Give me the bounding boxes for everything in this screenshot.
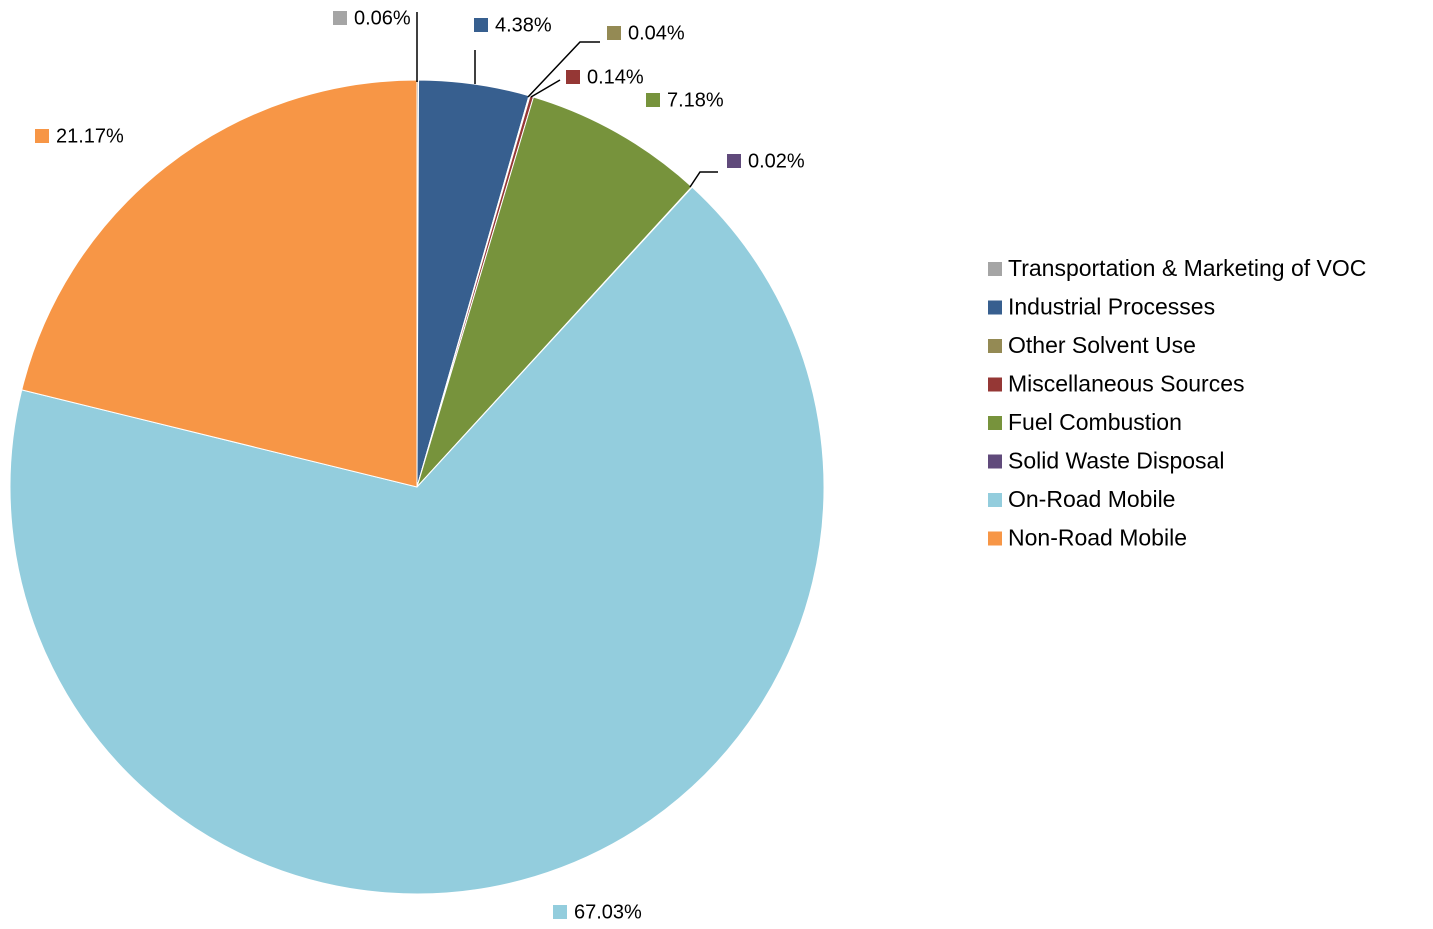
label-marker bbox=[646, 93, 660, 107]
data-label: 67.03% bbox=[574, 901, 642, 923]
label-marker bbox=[333, 11, 347, 25]
pie-slice bbox=[9, 186, 825, 895]
legend-label: Fuel Combustion bbox=[1008, 409, 1182, 435]
legend-label: On-Road Mobile bbox=[1008, 486, 1175, 512]
legend-marker bbox=[988, 416, 1002, 430]
legend-label: Non-Road Mobile bbox=[1008, 525, 1187, 551]
label-marker bbox=[727, 154, 741, 168]
legend-marker bbox=[988, 493, 1002, 507]
legend-marker bbox=[988, 531, 1002, 546]
legend-label: Miscellaneous Sources bbox=[1008, 371, 1245, 397]
pie-slice bbox=[416, 96, 693, 488]
data-label: 0.14% bbox=[587, 66, 644, 88]
data-label: 4.38% bbox=[495, 14, 552, 36]
data-label: 21.17% bbox=[56, 125, 124, 147]
data-label: 7.18% bbox=[667, 89, 724, 111]
data-label: 0.04% bbox=[628, 22, 685, 44]
label-marker bbox=[566, 70, 580, 84]
leader-line bbox=[530, 79, 561, 98]
pie-slice bbox=[21, 79, 418, 488]
legend-label: Industrial Processes bbox=[1008, 294, 1215, 320]
label-marker bbox=[474, 18, 488, 32]
leader-line bbox=[527, 41, 600, 98]
label-marker bbox=[553, 905, 567, 919]
legend-label: Other Solvent Use bbox=[1008, 332, 1196, 358]
legend-label: Transportation & Marketing of VOC bbox=[1008, 255, 1366, 281]
legend-marker bbox=[988, 377, 1002, 392]
label-marker bbox=[35, 129, 49, 143]
legend-marker bbox=[988, 454, 1002, 469]
data-label: 0.06% bbox=[354, 7, 411, 29]
data-label: 0.02% bbox=[748, 150, 805, 172]
legend-marker bbox=[988, 339, 1002, 353]
leader-line bbox=[689, 171, 718, 188]
label-marker bbox=[607, 26, 621, 40]
legend-label: Solid Waste Disposal bbox=[1008, 448, 1224, 474]
legend-marker bbox=[988, 262, 1002, 276]
legend-marker bbox=[988, 300, 1002, 315]
